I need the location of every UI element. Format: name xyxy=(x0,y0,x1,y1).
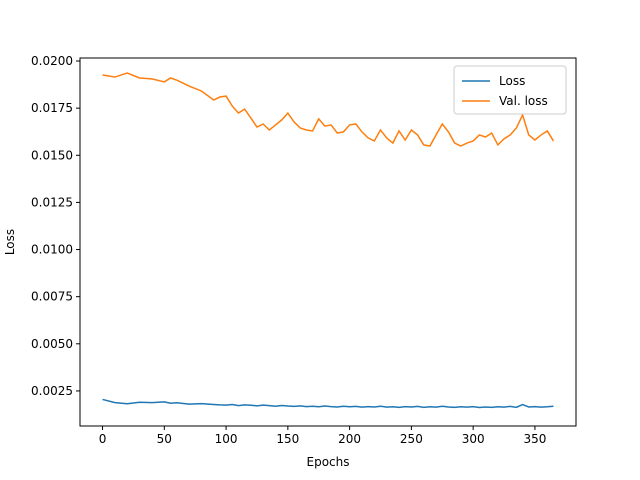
y-axis-label: Loss xyxy=(3,229,17,255)
y-tick-label: 0.0200 xyxy=(31,54,73,68)
y-tick-label: 0.0175 xyxy=(31,101,73,115)
x-tick-label: 250 xyxy=(400,432,423,446)
y-tick-label: 0.0050 xyxy=(31,337,73,351)
y-tick-label: 0.0075 xyxy=(31,290,73,304)
axes-frame xyxy=(79,57,577,427)
y-tick-label: 0.0100 xyxy=(31,243,73,257)
x-tick-label: 100 xyxy=(215,432,238,446)
legend-label: Loss xyxy=(499,74,525,88)
x-tick-label: 50 xyxy=(157,432,172,446)
x-tick-label: 300 xyxy=(462,432,485,446)
x-tick-label: 150 xyxy=(276,432,299,446)
y-tick-label: 0.0150 xyxy=(31,148,73,162)
x-tick-label: 350 xyxy=(523,432,546,446)
legend-box xyxy=(453,65,567,115)
x-axis-label: Epochs xyxy=(307,455,350,469)
legend-label: Val. loss xyxy=(499,94,548,108)
x-tick-label: 200 xyxy=(338,432,361,446)
series-line xyxy=(102,398,554,409)
series-line xyxy=(102,72,555,147)
y-tick-label: 0.0025 xyxy=(31,384,73,398)
y-tick-label: 0.0125 xyxy=(31,195,73,209)
x-tick-label: 0 xyxy=(99,432,107,446)
